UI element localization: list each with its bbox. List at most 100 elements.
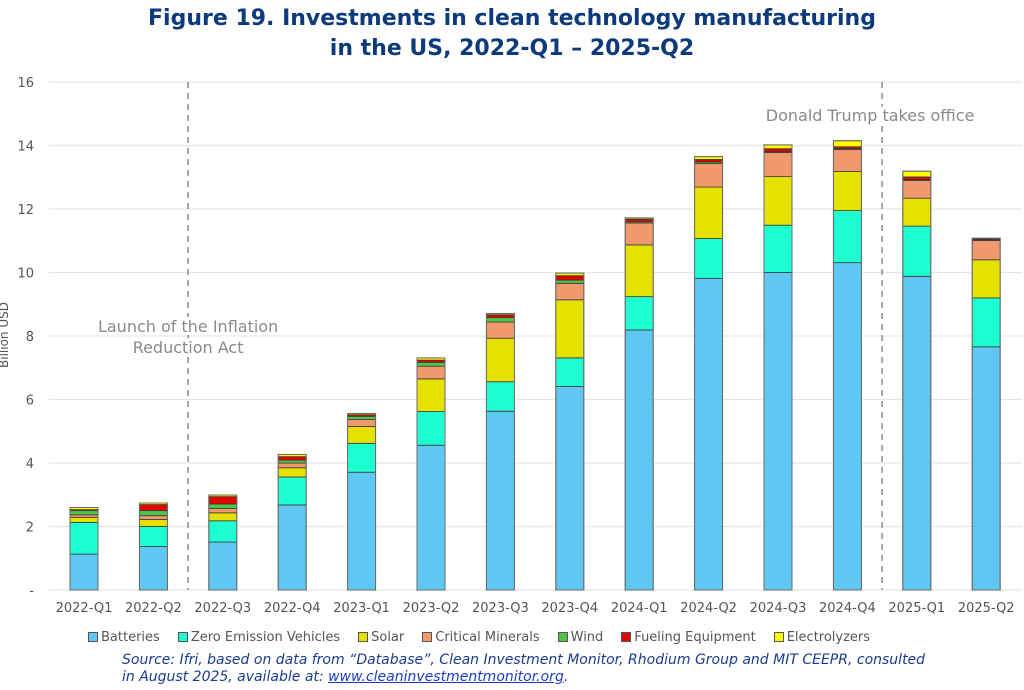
legend-item-critical-minerals: Critical Minerals bbox=[422, 630, 540, 645]
chart-title-line-2: in the US, 2022-Q1 – 2025-Q2 bbox=[329, 36, 695, 61]
bar-segment-wind bbox=[277, 459, 307, 464]
bar-stack-2022-Q2 bbox=[138, 502, 168, 591]
annotation-lines bbox=[187, 82, 883, 590]
bar-stack-2022-Q3 bbox=[208, 494, 238, 591]
bar-segment-solar bbox=[138, 519, 168, 527]
y-tick-label: 8 bbox=[26, 330, 34, 345]
bar-segment-fueling-equipment bbox=[555, 275, 585, 281]
bar-outline bbox=[416, 357, 446, 591]
bar-segment-solar bbox=[485, 337, 515, 383]
annotation-texts: Launch of the Inflation Reduction Act Dona… bbox=[95, 103, 977, 360]
gridlines bbox=[49, 81, 1022, 591]
bar-segment-critical-minerals bbox=[208, 508, 238, 514]
x-tick-label: 2024-Q1 bbox=[611, 601, 668, 616]
bar-segment-fueling-equipment bbox=[763, 148, 793, 152]
legend-item-fueling-equipment: Fueling Equipment bbox=[621, 630, 756, 645]
legend-swatch-icon bbox=[177, 632, 188, 642]
bar-segment-critical-minerals bbox=[347, 419, 377, 427]
bar-segment-wind bbox=[555, 279, 585, 284]
bar-segment-critical-minerals bbox=[277, 462, 307, 469]
annotation-text: Launch of the Inflation bbox=[98, 317, 278, 336]
bar-segment-batteries bbox=[277, 504, 307, 591]
bar-segment-batteries bbox=[971, 346, 1001, 591]
bar-segment-wind bbox=[69, 510, 99, 516]
legend-swatch-icon bbox=[358, 632, 369, 642]
y-tick-label: 4 bbox=[26, 457, 34, 472]
bar-segment-solar bbox=[694, 186, 723, 239]
bar-stack-2024-Q2 bbox=[694, 156, 724, 591]
bar-segment-batteries bbox=[485, 410, 515, 591]
bar-segment-critical-minerals bbox=[555, 282, 585, 301]
bar-segment-zero-emission-vehicles bbox=[902, 225, 932, 277]
legend-item-zero-emission-vehicles: Zero Emission Vehicles bbox=[177, 629, 341, 645]
bar-segment-batteries bbox=[208, 541, 238, 591]
bar-segment-zero-emission-vehicles bbox=[555, 357, 585, 387]
bar-segment-zero-emission-vehicles bbox=[694, 238, 723, 279]
bar-segment-solar bbox=[902, 197, 932, 227]
legend-label: Wind bbox=[570, 629, 604, 645]
bar-segment-batteries bbox=[555, 386, 585, 591]
x-tick-label: 2025-Q1 bbox=[888, 601, 945, 616]
x-tick-label: 2023-Q3 bbox=[472, 601, 529, 616]
x-tick-label: 2024-Q4 bbox=[819, 601, 876, 616]
legend-swatch-icon bbox=[88, 632, 98, 642]
bar-segment-batteries bbox=[624, 329, 654, 591]
bar-stack-2023-Q1 bbox=[347, 412, 377, 591]
bar-stack-2023-Q2 bbox=[416, 357, 446, 591]
bar-segment-solar bbox=[624, 244, 654, 298]
bar-segment-batteries bbox=[138, 546, 168, 591]
bar-outline bbox=[555, 272, 585, 591]
chart-title-line-1: Figure 19. Investments in clean technolo… bbox=[148, 6, 876, 31]
bar-outline bbox=[485, 312, 515, 591]
bar-segment-zero-emission-vehicles bbox=[416, 411, 446, 446]
y-axis-label: Billion USD bbox=[0, 302, 11, 368]
bar-stack-2025-Q1 bbox=[902, 170, 932, 591]
annotation-text: Donald Trump takes office bbox=[766, 106, 975, 125]
source-link[interactable]: www.cleaninvestmentmonitor.org bbox=[328, 669, 564, 685]
bar-segment-solar bbox=[347, 426, 377, 444]
legend-swatch-icon bbox=[557, 632, 568, 642]
bar-segment-batteries bbox=[69, 553, 99, 591]
annotation-text: Reduction Act bbox=[133, 338, 244, 357]
x-tick-label: 2025-Q2 bbox=[958, 601, 1015, 616]
bar-segment-zero-emission-vehicles bbox=[971, 297, 1001, 348]
bar-segment-zero-emission-vehicles bbox=[485, 381, 515, 412]
bar-segment-wind bbox=[416, 361, 446, 367]
source-note: Source: Ifri, based on data from “Databa… bbox=[122, 652, 942, 686]
legend-swatch-icon bbox=[773, 632, 784, 642]
bar-segment-electrolyzers bbox=[902, 170, 932, 178]
bar-segment-wind bbox=[138, 510, 168, 517]
y-tick-label: - bbox=[29, 584, 34, 599]
bar-segment-solar bbox=[208, 512, 238, 522]
legend-label: Zero Emission Vehicles bbox=[190, 629, 341, 645]
bar-segment-solar bbox=[69, 516, 99, 523]
bar-segment-wind bbox=[208, 503, 238, 509]
bar-segment-zero-emission-vehicles bbox=[347, 442, 377, 473]
bar-segment-batteries bbox=[416, 444, 446, 591]
bar-segment-electrolyzers bbox=[833, 140, 862, 148]
legend-swatch-icon bbox=[621, 632, 632, 642]
bar-segment-solar bbox=[416, 378, 446, 412]
bar-segment-solar bbox=[763, 176, 793, 226]
bar-segment-solar bbox=[971, 259, 1001, 299]
bar-outline bbox=[138, 502, 168, 591]
bar-stack-2023-Q3 bbox=[485, 312, 515, 591]
bar-segment-critical-minerals bbox=[138, 515, 168, 520]
bar-segment-zero-emission-vehicles bbox=[138, 526, 168, 547]
bar-segment-critical-minerals bbox=[694, 163, 723, 188]
legend-label: Electrolyzers bbox=[786, 629, 871, 645]
bar-segment-critical-minerals bbox=[833, 149, 862, 172]
legend: Batteries Zero Emission Vehicles Solar Crit… bbox=[88, 628, 948, 646]
bar-segment-critical-minerals bbox=[902, 180, 932, 199]
bar-segment-fueling-equipment bbox=[208, 496, 238, 505]
bar-segment-batteries bbox=[763, 272, 793, 591]
bar-segment-electrolyzers bbox=[763, 144, 793, 150]
bar-outline bbox=[902, 170, 932, 591]
bar-segment-zero-emission-vehicles bbox=[833, 210, 862, 264]
bar-segment-critical-minerals bbox=[624, 222, 654, 246]
bar-segment-fueling-equipment bbox=[138, 504, 168, 512]
bar-segment-batteries bbox=[694, 278, 723, 591]
bar-segment-zero-emission-vehicles bbox=[763, 224, 793, 273]
bar-segment-zero-emission-vehicles bbox=[624, 296, 654, 331]
